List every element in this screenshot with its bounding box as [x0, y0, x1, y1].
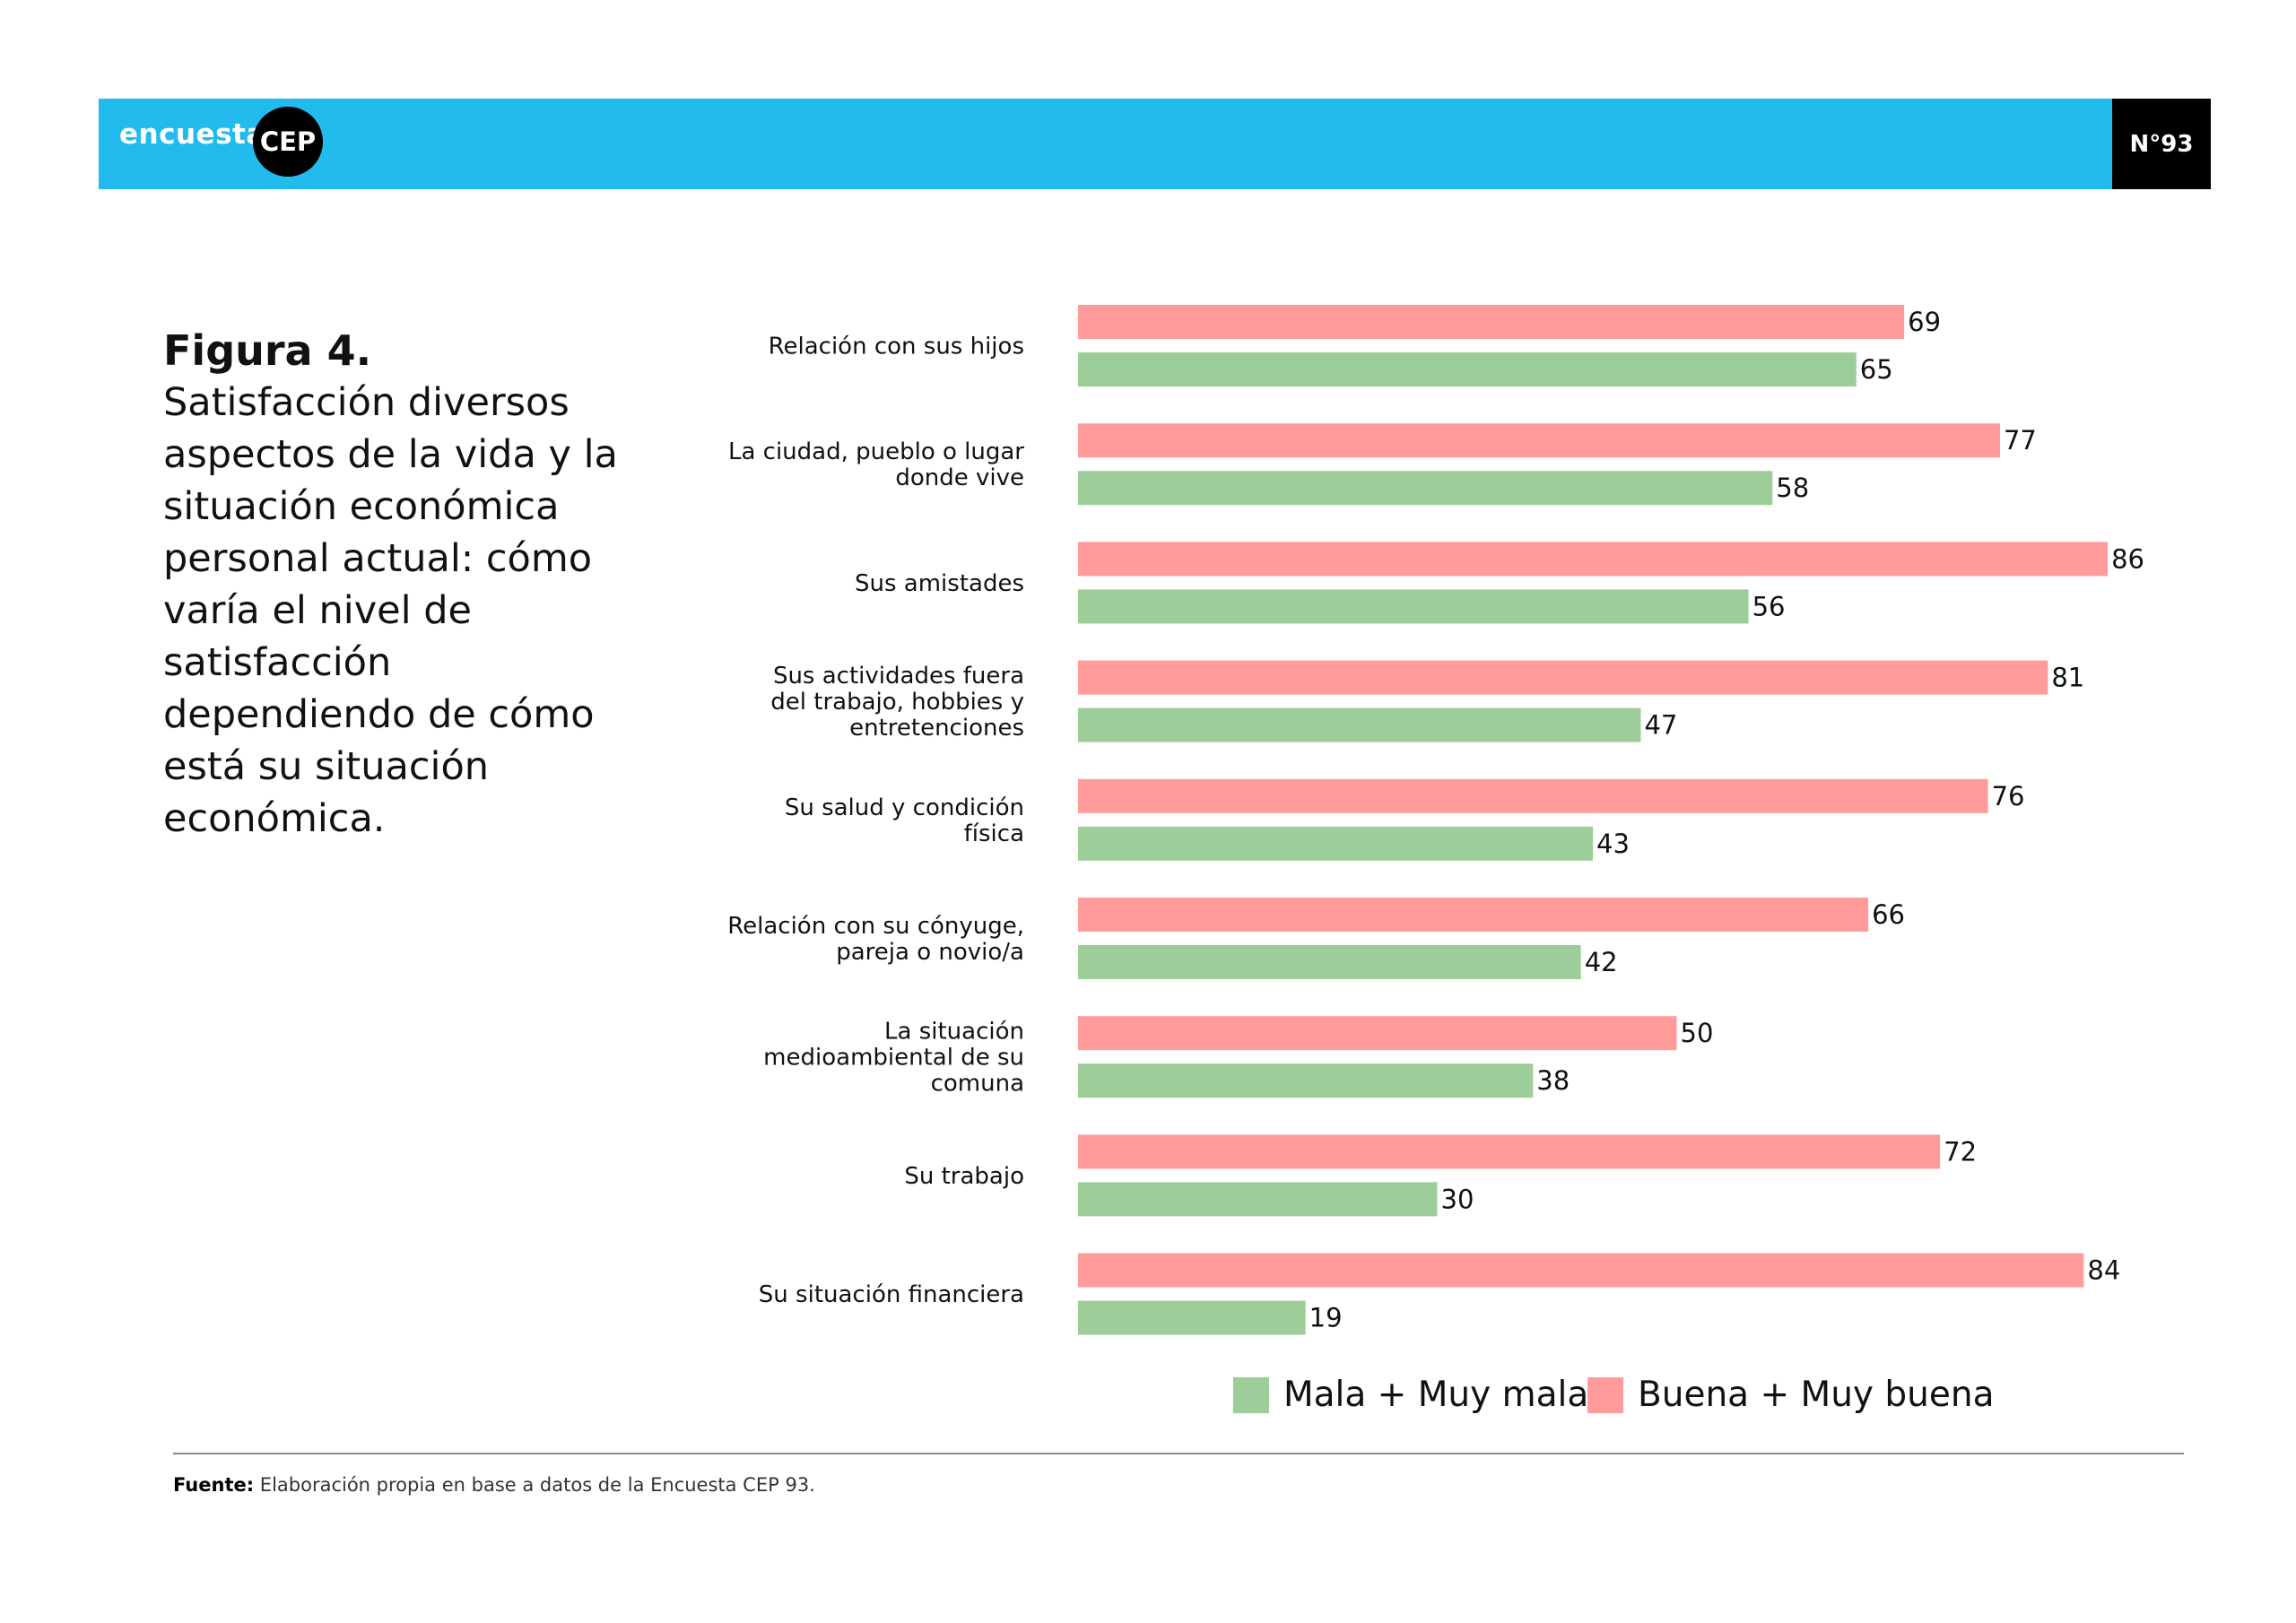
footer-divider	[173, 1453, 2184, 1454]
bar-buena-0	[1078, 305, 1905, 339]
category-label-line: donde vive	[895, 464, 1024, 491]
category-label-line: Relación con su cónyuge,	[727, 913, 1024, 940]
legend-label-0: Mala + Muy mala	[1283, 1375, 1588, 1415]
category-label-line: del trabajo, hobbies y	[770, 689, 1024, 716]
category-label-line: Sus actividades fuera	[773, 663, 1024, 690]
data-label-mala-7: 30	[1441, 1184, 1474, 1214]
source-text: Elaboración propia en base a datos de la…	[254, 1474, 815, 1496]
category-label-line: Su trabajo	[904, 1163, 1024, 1190]
bar-mala-0	[1078, 352, 1857, 386]
data-label-buena-4: 76	[1992, 781, 2025, 812]
source-note: Fuente: Elaboración propia en base a dat…	[173, 1474, 815, 1496]
data-label-mala-5: 42	[1585, 947, 1618, 977]
bar-mala-6	[1078, 1063, 1534, 1098]
data-label-buena-6: 50	[1681, 1018, 1714, 1048]
figure-label: Figura 4.	[163, 326, 372, 375]
bar-mala-3	[1078, 707, 1641, 742]
bar-buena-7	[1078, 1134, 1941, 1169]
category-label-line: entretenciones	[849, 715, 1024, 742]
data-label-mala-1: 58	[1776, 473, 1809, 503]
bar-buena-1	[1078, 423, 2000, 458]
bar-mala-7	[1078, 1182, 1438, 1217]
category-label-line: Su salud y condición	[785, 794, 1024, 821]
category-label-line: comuna	[931, 1071, 1024, 1098]
category-label-1: La ciudad, pueblo o lugar donde vive	[728, 438, 1024, 491]
brand-badge: CEP	[253, 107, 323, 177]
header-bar	[99, 99, 2211, 189]
category-label-2: Sus amistades	[855, 570, 1024, 597]
data-label-buena-5: 66	[1872, 899, 1905, 930]
category-label-3: Sus actividades fuera del trabajo, hobbie…	[770, 663, 1024, 742]
category-label-0: Relación con sus hijos	[769, 334, 1024, 360]
legend-swatch-1	[1587, 1377, 1623, 1413]
data-label-buena-7: 72	[1944, 1136, 1977, 1167]
category-label-line: pareja o novio/a	[836, 939, 1024, 966]
category-label-8: Su situación financiera	[759, 1281, 1024, 1308]
category-label-line: Sus amistades	[855, 570, 1024, 597]
brand-name: encuesta	[119, 118, 265, 151]
category-label-line: medioambiental de su	[763, 1045, 1024, 1072]
bar-buena-2	[1078, 542, 2109, 577]
bar-buena-4	[1078, 778, 1988, 813]
category-label-line: La situación	[884, 1019, 1024, 1046]
bar-mala-2	[1078, 589, 1749, 624]
category-label-5: Relación con su cónyuge, pareja o novio/a	[727, 913, 1024, 966]
data-label-buena-2: 86	[2111, 543, 2144, 574]
data-label-mala-2: 56	[1752, 591, 1786, 621]
category-label-6: La situación medioambiental de su comuna	[763, 1019, 1024, 1098]
data-label-mala-8: 19	[1309, 1303, 1343, 1333]
category-label-4: Su salud y condición física	[785, 794, 1024, 847]
category-label-line: Relación con sus hijos	[769, 334, 1024, 360]
category-label-line: física	[964, 820, 1024, 847]
data-label-buena-1: 77	[2004, 425, 2037, 456]
bar-mala-5	[1078, 945, 1581, 979]
bar-mala-4	[1078, 826, 1594, 861]
source-label: Fuente:	[173, 1474, 255, 1496]
bar-buena-3	[1078, 660, 2048, 695]
bar-mala-1	[1078, 471, 1773, 506]
data-label-mala-3: 47	[1644, 710, 1677, 741]
bar-buena-6	[1078, 1016, 1677, 1051]
legend-swatch-0	[1233, 1377, 1269, 1413]
data-label-mala-4: 43	[1596, 829, 1630, 859]
data-label-buena-8: 84	[2087, 1255, 2120, 1286]
bar-mala-8	[1078, 1300, 1306, 1335]
bar-buena-8	[1078, 1253, 2084, 1288]
category-label-line: Su situación financiera	[759, 1281, 1024, 1308]
bar-buena-5	[1078, 898, 1869, 932]
data-label-buena-0: 69	[1908, 307, 1941, 337]
issue-number: N°93	[2112, 99, 2211, 189]
category-label-line: La ciudad, pueblo o lugar	[728, 438, 1024, 465]
category-label-7: Su trabajo	[904, 1163, 1024, 1190]
data-label-mala-0: 65	[1860, 354, 1893, 385]
figure-caption: Figura 4. Satisfacción diversos aspectos…	[163, 325, 630, 845]
data-label-buena-3: 81	[2051, 663, 2084, 693]
data-label-mala-6: 38	[1536, 1065, 1570, 1096]
legend-label-1: Buena + Muy buena	[1638, 1375, 1994, 1415]
figure-description: Satisfacción diversos aspectos de la vid…	[163, 380, 618, 841]
